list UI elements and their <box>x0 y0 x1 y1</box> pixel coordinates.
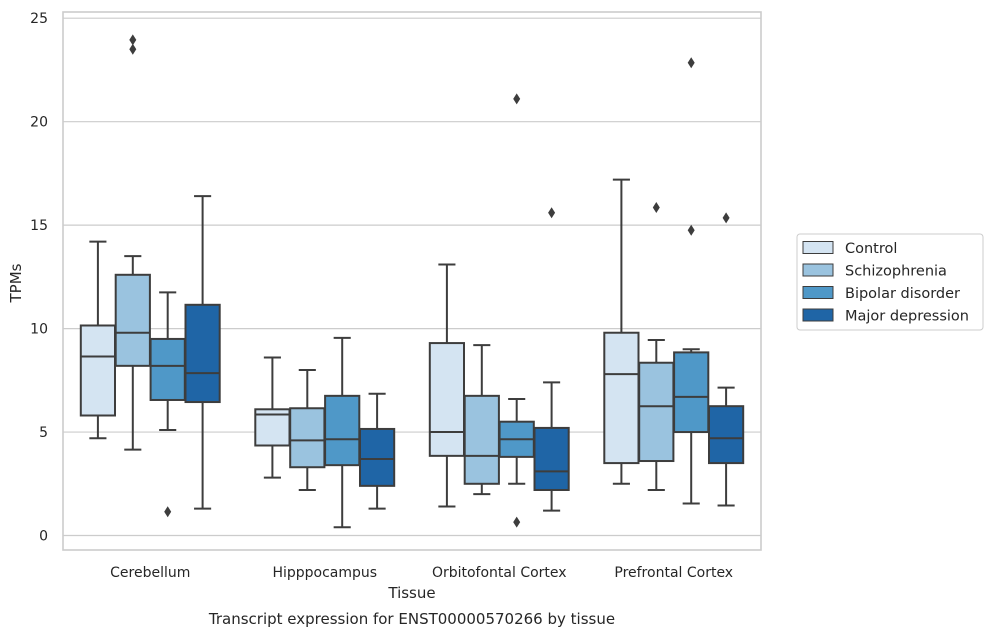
box-1-0 <box>254 356 291 479</box>
x-axis-ticks: Cerebellum Hipppocampus Orbitofontal Corte… <box>110 565 733 581</box>
x-tick-label: Orbitofontal Cortex <box>432 565 567 581</box>
outlier-marker <box>164 506 172 518</box>
box-groups <box>79 34 745 529</box>
y-tick-label: 20 <box>30 115 48 131</box>
box <box>114 273 151 367</box>
x-tick-label: Prefrontal Cortex <box>614 565 733 581</box>
box <box>324 394 361 467</box>
box <box>463 394 500 485</box>
box-0-1 <box>114 34 151 451</box>
box-0-3 <box>184 195 221 510</box>
x-tick-label: Hipppocampus <box>272 565 377 581</box>
outlier-marker <box>513 516 521 528</box>
legend-swatch <box>802 241 834 254</box>
box <box>358 427 396 487</box>
box-3-1 <box>638 202 675 491</box>
legend-label: Major depression <box>845 309 969 325</box>
y-tick-label: 25 <box>30 11 48 27</box>
box <box>149 337 186 401</box>
outlier-marker <box>548 207 556 219</box>
outlier-marker <box>513 93 521 105</box>
box-2-0 <box>428 263 466 508</box>
chart-caption: Transcript expression for ENST0000057026… <box>208 610 615 628</box>
box-0-0 <box>79 240 117 440</box>
box-2-3 <box>533 207 570 512</box>
box-1-3 <box>358 392 396 510</box>
box <box>533 426 570 491</box>
legend-label: Bipolar disorder <box>845 286 960 302</box>
y-tick-label: 10 <box>30 322 48 338</box>
outlier-marker <box>652 202 660 214</box>
legend-swatch <box>802 263 834 277</box>
box <box>638 361 675 463</box>
box-2-1 <box>463 344 500 496</box>
outlier-marker <box>687 224 695 236</box>
plot-frame <box>62 11 762 551</box>
y-axis-label: TPMs <box>7 263 25 303</box>
x-tick-label: Cerebellum <box>110 565 190 581</box>
box-1-1 <box>289 368 326 491</box>
y-axis-ticks: 0 5 10 15 20 25 <box>30 11 48 544</box>
box <box>184 303 221 404</box>
box-3-2 <box>673 57 710 505</box>
box <box>673 351 710 434</box>
legend-swatch <box>802 308 834 322</box>
box-2-2 <box>498 93 535 528</box>
legend-swatch <box>802 286 834 299</box>
outlier-marker <box>722 212 730 224</box>
box <box>603 331 640 465</box>
y-tick-label: 0 <box>39 529 48 545</box>
outlier-marker <box>687 57 695 69</box>
box <box>79 324 117 417</box>
y-tick-label: 15 <box>30 218 48 234</box>
box-3-0 <box>603 178 640 485</box>
box <box>428 342 466 457</box>
outlier-marker <box>129 43 137 55</box>
x-axis-label: Tissue <box>387 584 435 602</box>
box <box>707 405 745 465</box>
legend-label: Schizophrenia <box>845 264 947 280</box>
box-3-3 <box>707 212 745 507</box>
legend-frame <box>796 233 984 331</box>
box <box>289 407 326 469</box>
legend: Control Schizophrenia Bipolar disorder Majo… <box>796 233 984 331</box>
outlier-marker <box>129 34 137 46</box>
y-gridlines <box>63 17 761 537</box>
legend-label: Control <box>845 241 897 257</box>
y-tick-label: 5 <box>39 425 48 441</box>
box-0-2 <box>149 291 186 518</box>
